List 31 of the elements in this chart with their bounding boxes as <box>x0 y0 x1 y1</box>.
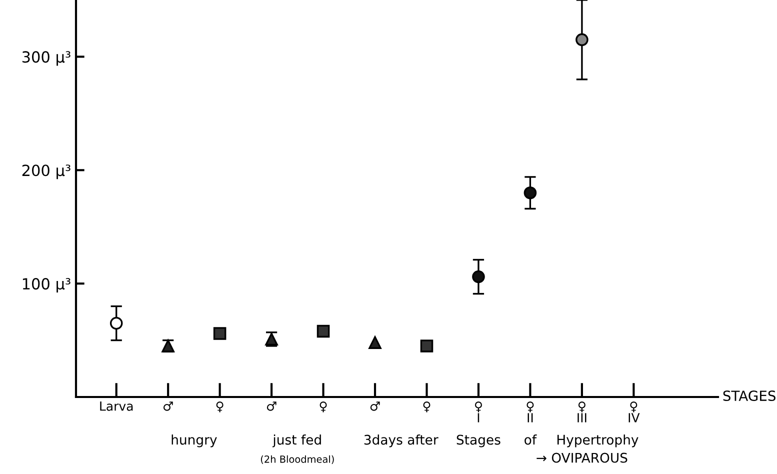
text: 3days after <box>364 434 438 448</box>
text: of <box>524 434 537 445</box>
point <box>576 33 588 46</box>
point <box>472 270 485 284</box>
text: hungry <box>172 434 217 448</box>
x-axis-title: STAGES <box>723 390 776 402</box>
x-tick-label: ♀ <box>216 402 224 412</box>
point <box>420 340 434 352</box>
x-tick-label: ♀ <box>320 402 327 412</box>
y-tick-label: 300 μ³ <box>22 51 70 66</box>
x-tick-label: ♀ <box>423 402 430 412</box>
text: (2h Bloodmeal) <box>260 455 334 464</box>
x-tick-label: ♀ II <box>526 402 534 422</box>
point <box>524 186 537 200</box>
y-tick-label: 200 μ³ <box>22 164 70 180</box>
point <box>368 336 382 349</box>
x-tick-label: ♀ IV <box>628 402 640 422</box>
point <box>316 324 330 338</box>
text: just fed <box>272 434 321 448</box>
y-tick-label: 100 μ³ <box>22 278 70 293</box>
x-tick-label: ♀ I <box>474 402 482 422</box>
x-tick-label: ♂ <box>370 402 380 411</box>
text: Hypertrophy <box>557 434 638 448</box>
point <box>110 316 123 330</box>
x-tick-label: ♂ <box>163 402 173 411</box>
x-tick-label: ♂ <box>266 402 276 411</box>
x-tick-label: ♀ III <box>578 402 586 422</box>
text: → OVIPAROUS <box>536 452 628 463</box>
text: Stages <box>456 434 500 448</box>
x-tick-label: Larva <box>100 402 133 411</box>
point <box>213 327 226 340</box>
